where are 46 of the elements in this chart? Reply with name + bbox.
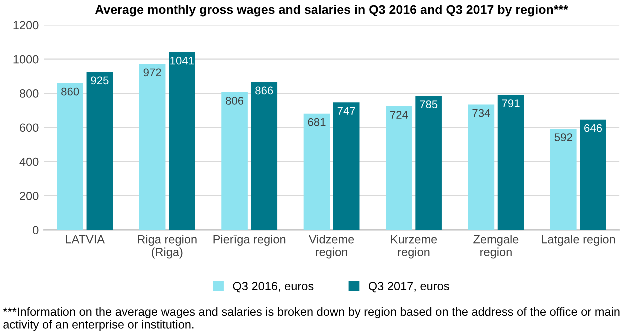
data-label: 646: [584, 124, 602, 132]
x-tick-label: LATVIA: [66, 235, 106, 244]
y-tick-label: 800: [20, 90, 39, 98]
bar: [304, 114, 330, 230]
data-label: 785: [420, 100, 438, 109]
x-tick-label: Pierīga region: [214, 235, 286, 246]
data-label: 806: [226, 97, 244, 105]
bar: [416, 96, 442, 230]
bar: [580, 120, 606, 230]
bar: [498, 95, 524, 230]
x-tick-label: Kurzeme region: [391, 235, 438, 259]
data-label: 681: [308, 118, 326, 126]
data-label: 1041: [170, 56, 194, 65]
y-tick-label: 200: [20, 192, 39, 200]
data-label: 860: [62, 88, 80, 96]
x-tick-label: Vidzeme region: [308, 235, 354, 259]
bar: [468, 104, 495, 230]
bar: [57, 83, 84, 230]
y-tick-label: 600: [20, 124, 39, 132]
x-tick-label: Zemgale region: [474, 235, 519, 259]
data-label: 724: [390, 111, 408, 119]
chart-title: Average monthly gross wages and salaries in Q3 2016 and Q3 2017 by region***: [95, 5, 568, 17]
x-tick-label: Riga region (Riga): [138, 235, 197, 259]
bar: [333, 102, 360, 230]
data-label: 747: [338, 107, 356, 115]
data-label: 592: [554, 134, 572, 142]
y-tick-label: 0: [33, 226, 39, 235]
x-tick-label: Latgale region: [542, 235, 616, 246]
data-label: 866: [256, 86, 274, 95]
bar: [251, 82, 278, 230]
data-label: 925: [91, 76, 109, 85]
bar: [139, 64, 166, 230]
data-label: 734: [472, 109, 490, 118]
bar: [169, 52, 196, 230]
y-tick-label: 1200: [14, 21, 39, 30]
y-tick-label: 400: [20, 158, 39, 166]
bar: [86, 72, 114, 230]
bar: [386, 106, 412, 230]
data-label: 791: [502, 100, 520, 108]
bar: [550, 129, 577, 230]
legend-label: Q3 2016, euros: [233, 282, 314, 293]
y-tick-label: 1000: [14, 55, 39, 64]
legend-label: Q3 2017, euros: [368, 282, 450, 293]
text: ***Information on the average wages and salaries is broken down by region based on the address of the office or main activity of an enterprise or institution.: [3, 307, 620, 332]
bar: [222, 92, 248, 230]
data-label: 972: [144, 68, 162, 77]
